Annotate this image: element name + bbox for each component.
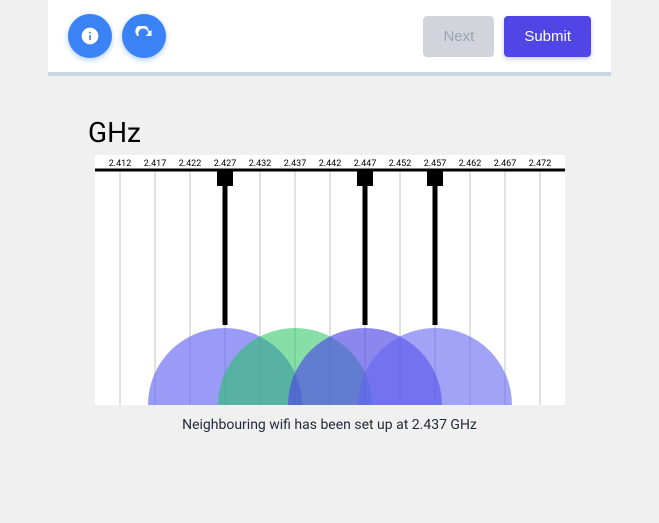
svg-text:2.452: 2.452 <box>388 159 411 169</box>
svg-text:2.422: 2.422 <box>178 159 201 169</box>
submit-button[interactable]: Submit <box>504 16 591 57</box>
chart-container: GHz 2.4122.4172.4222.4272.4322.4372.4422… <box>0 76 659 433</box>
svg-text:2.442: 2.442 <box>318 159 341 169</box>
svg-text:2.472: 2.472 <box>528 159 551 169</box>
toolbar: Next Submit <box>48 0 611 76</box>
toolbar-left <box>68 14 166 58</box>
svg-text:2.437: 2.437 <box>283 159 306 169</box>
svg-text:2.462: 2.462 <box>458 159 481 169</box>
svg-text:2.417: 2.417 <box>143 159 166 169</box>
chart-svg-wrap: 2.412 2.417 2.422 2.427 2.432 2.437 2.442 2.447… <box>95 155 565 409</box>
svg-text:2.432: 2.432 <box>248 159 271 169</box>
svg-text:2.457: 2.457 <box>423 159 446 169</box>
chart-caption: Neighbouring wifi has been set up at 2.4… <box>80 417 579 433</box>
info-button[interactable] <box>68 14 112 58</box>
chart-title: GHz <box>88 116 579 149</box>
svg-text:2.427: 2.427 <box>213 159 236 169</box>
svg-text:2.467: 2.467 <box>493 159 516 169</box>
svg-text:2.447: 2.447 <box>353 159 376 169</box>
svg-text:2.412: 2.412 <box>108 159 131 169</box>
refresh-button[interactable] <box>122 14 166 58</box>
next-button: Next <box>423 16 494 57</box>
refresh-icon <box>134 26 154 46</box>
wifi-spectrum-chart: 2.412 2.417 2.422 2.427 2.432 2.437 2.442 2.447… <box>95 155 565 405</box>
info-icon <box>80 26 100 46</box>
